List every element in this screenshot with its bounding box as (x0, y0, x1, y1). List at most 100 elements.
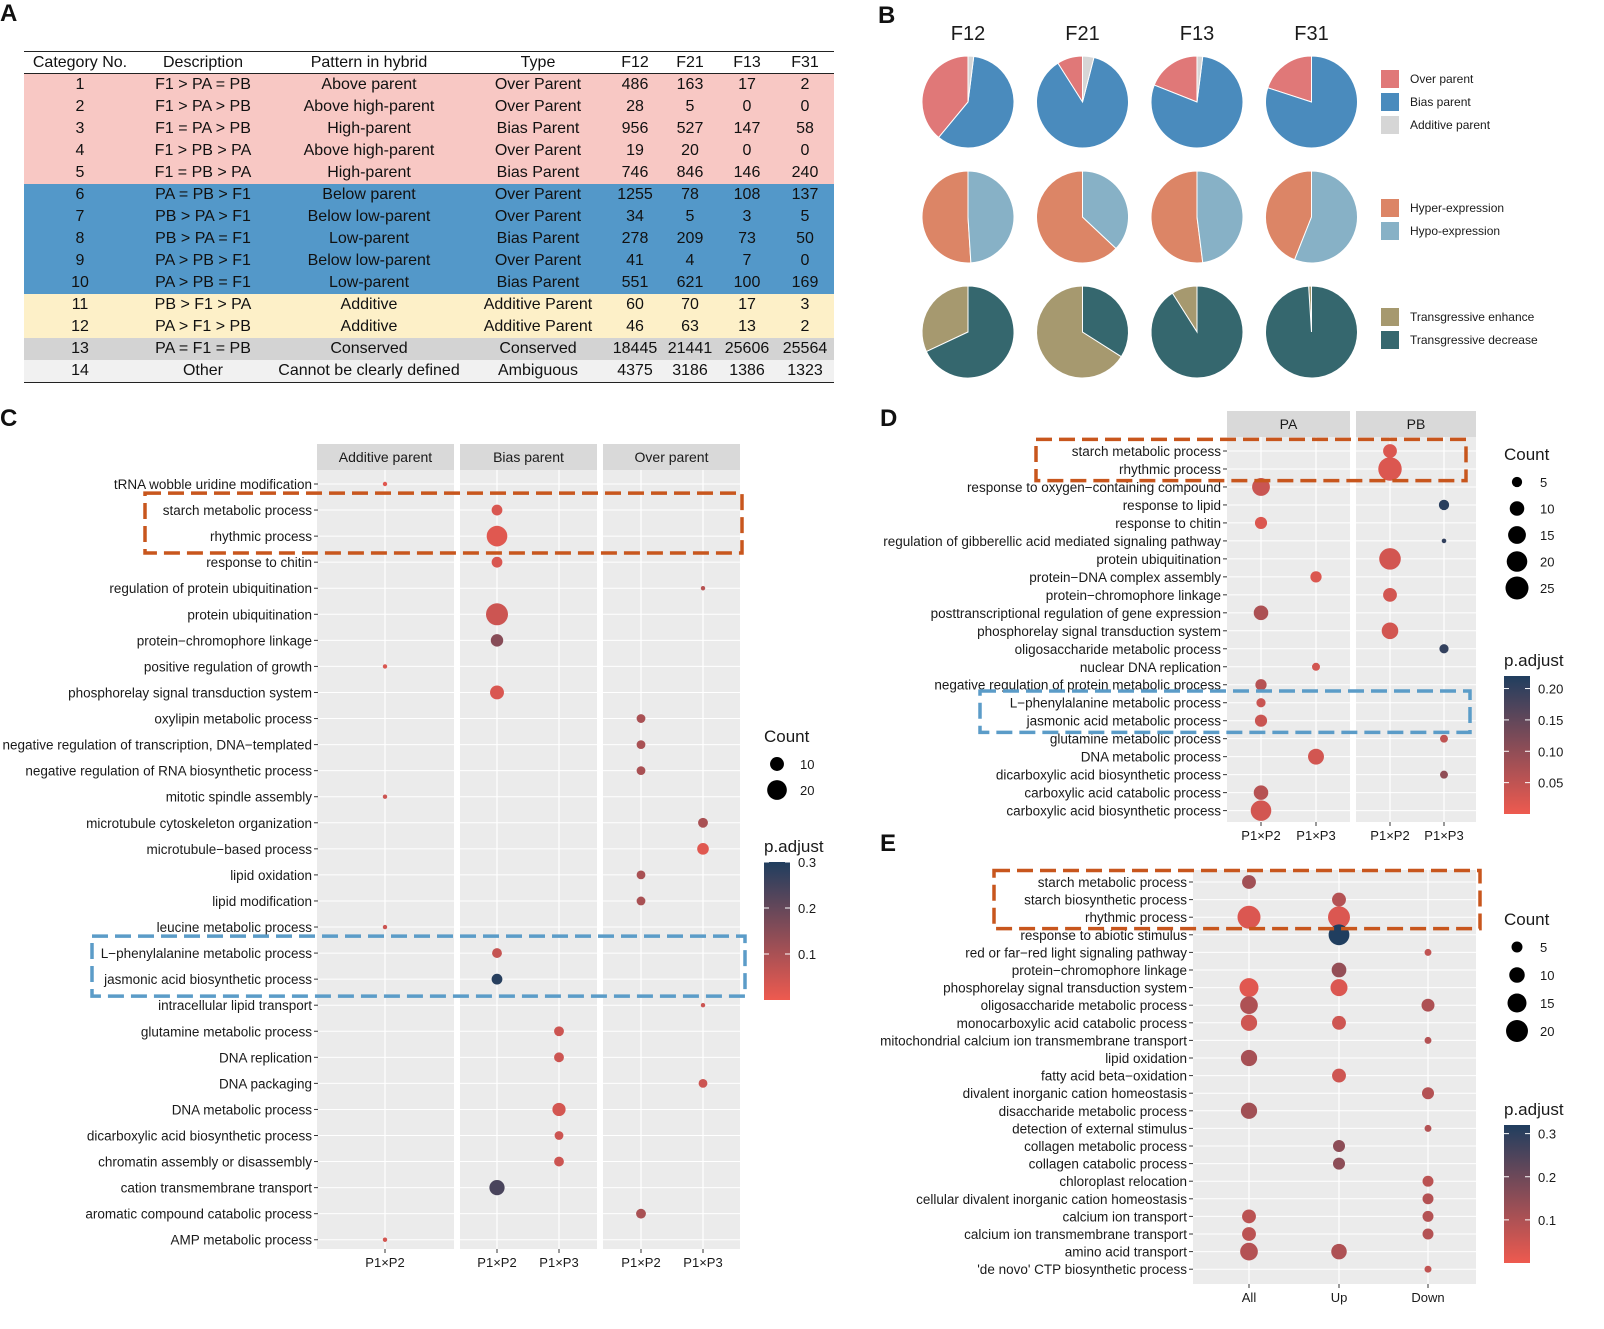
pie-slice (1082, 285, 1129, 358)
table-cell: PB > PA = F1 (155, 230, 251, 247)
panel-label-e: E (880, 830, 897, 857)
highlight-box-blue (978, 689, 1472, 735)
table-cell: Ambiguous (497, 362, 579, 379)
pie-slice (1150, 170, 1204, 264)
y-tick-label: cation transmembrane transport (121, 1181, 313, 1196)
pie-slice (925, 285, 1015, 379)
table-cell: 1323 (787, 362, 823, 379)
table-row: 13 PA = F1 = PB Conserved Conserved 18445 214… (24, 338, 834, 360)
table-cell: Over Parent (494, 76, 582, 93)
size-legend-title: Count (1504, 445, 1550, 464)
facet-strip (460, 444, 597, 470)
y-tick-label: phosphorelay signal transduction system (943, 981, 1187, 996)
color-legend-bar (1504, 676, 1530, 814)
y-tick-label: response to chitin (206, 555, 312, 570)
table-row: 8 PB > PA = F1 Low-parent Bias Parent 278 209… (24, 228, 834, 250)
table-cell: 0 (742, 98, 752, 115)
y-tick-label: nuclear DNA replication (1080, 660, 1221, 675)
dot-point (1312, 662, 1320, 671)
table-cell: Bias Parent (496, 230, 580, 247)
x-tick-label: P1×P3 (1296, 828, 1335, 843)
pie-legend-key (1381, 222, 1399, 240)
y-tick-label: protein ubiquitination (187, 607, 312, 622)
dot-point (1424, 1265, 1432, 1273)
table-cell: 1386 (729, 362, 765, 379)
y-tick-label: phosphorelay signal transduction system (977, 624, 1221, 639)
y-tick-label: L−phenylalanine metabolic process (101, 946, 313, 961)
table-cell: Bias Parent (496, 164, 580, 181)
x-tick-label: P1×P3 (683, 1255, 722, 1270)
facet-strip-label: Over parent (635, 449, 709, 465)
y-tick-label: tRNA wobble uridine modification (114, 477, 312, 492)
table-row: 2 F1 > PA > PB Above high-parent Over Paren… (24, 96, 834, 118)
table-cell: 3 (75, 120, 85, 137)
y-tick-label: divalent inorganic cation homeostasis (963, 1086, 1188, 1101)
y-tick-label: carboxylic acid catabolic process (1024, 786, 1221, 801)
color-legend-label: 0.1 (1538, 1213, 1556, 1228)
table-cell: Bias Parent (496, 274, 580, 291)
pie-legend-label: Hyper-expression (1410, 201, 1504, 215)
pie-slice (1265, 55, 1358, 149)
y-tick-label: DNA replication (219, 1050, 312, 1065)
dot-point (1424, 948, 1432, 956)
pie-legend-key (1381, 93, 1399, 111)
table-cell: 147 (733, 120, 761, 137)
dot-point (636, 714, 646, 723)
table-cell: Low-parent (328, 274, 410, 291)
table-cell: 28 (626, 98, 644, 115)
table-cell: Category No. (32, 54, 128, 71)
table-cell: 746 (621, 164, 649, 181)
y-tick-label: microtubule−based process (147, 842, 313, 857)
y-tick-label: regulation of gibberellic acid mediated … (883, 534, 1221, 549)
dot-point (1240, 1242, 1258, 1261)
y-tick-label: aromatic compound catabolic process (85, 1207, 312, 1222)
table-cell: 0 (800, 252, 810, 269)
x-tick-label: Up (1331, 1290, 1348, 1305)
table-cell: 34 (626, 208, 644, 225)
x-tick-label: P1×P2 (1241, 828, 1280, 843)
facet-strip (603, 444, 740, 470)
table-cell: Over Parent (494, 252, 582, 269)
table-cell: 486 (621, 76, 649, 93)
size-legend-dot (1507, 993, 1527, 1013)
dot-point (1438, 499, 1450, 511)
dot-point (1440, 734, 1448, 743)
y-tick-label: response to oxygen−containing compound (967, 480, 1221, 495)
y-tick-label: mitotic spindle assembly (166, 790, 313, 805)
table-cell: Additive (340, 296, 398, 313)
dot-point (1256, 698, 1266, 708)
color-legend-bar (764, 862, 790, 1000)
table-cell: PA > PB > F1 (155, 252, 251, 269)
dot-point (382, 924, 388, 930)
pie-legend-key (1381, 331, 1399, 349)
dot-point (1328, 906, 1350, 929)
x-tick-label: P1×P2 (477, 1255, 516, 1270)
table-cell: PA > PB = F1 (155, 274, 251, 291)
facet-strip-label: Additive parent (339, 449, 433, 465)
y-tick-label: detection of external stimulus (1012, 1121, 1187, 1136)
table-cell: 5 (685, 208, 695, 225)
table-cell: Additive (340, 318, 398, 335)
table-cell: PA > F1 > PB (155, 318, 251, 335)
table-cell: High-parent (327, 120, 411, 137)
dot-point (1255, 679, 1267, 691)
table-cell: Bias Parent (496, 120, 580, 137)
table-cell: Cannot be clearly defined (278, 362, 460, 379)
table-cell: 60 (626, 296, 644, 313)
table-cell: 11 (71, 296, 89, 313)
dot-point (1422, 1175, 1434, 1187)
size-legend-dot (1505, 576, 1529, 600)
table-cell: 14 (71, 362, 89, 379)
table-cell: F13 (733, 54, 761, 71)
table-cell: 137 (791, 186, 819, 203)
dot-point (698, 1078, 708, 1088)
size-legend-label: 10 (800, 757, 814, 772)
y-tick-label: response to lipid (1123, 498, 1221, 513)
dot-point (1441, 538, 1447, 544)
table-cell: 9 (75, 252, 85, 269)
table-cell: 10 (71, 274, 89, 291)
table-cell: 551 (621, 274, 649, 291)
table-cell: 6 (75, 186, 85, 203)
dot-point (636, 740, 646, 749)
size-legend-label: 5 (1540, 940, 1547, 955)
